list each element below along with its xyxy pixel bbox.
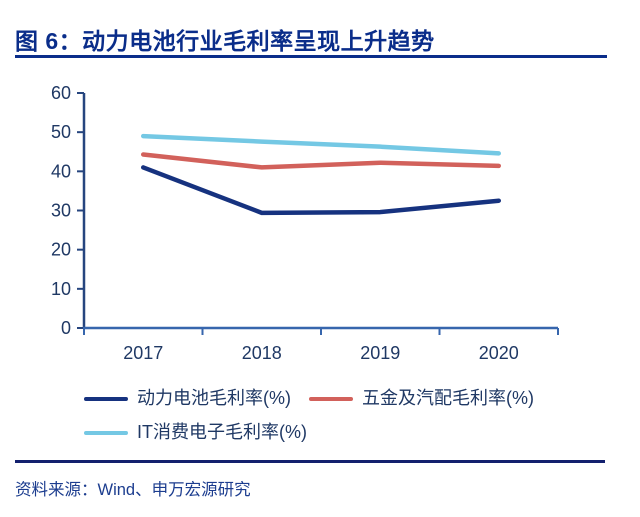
legend-item-it-consumer: IT消费电子毛利率(%) — [84, 420, 307, 445]
svg-text:30: 30 — [51, 201, 71, 221]
legend-swatch-power-battery — [84, 396, 128, 401]
svg-text:0: 0 — [61, 318, 71, 338]
legend-label-power-battery: 动力电池毛利率(%) — [137, 388, 291, 408]
legend-label-it-consumer: IT消费电子毛利率(%) — [137, 422, 307, 442]
legend-row-2: IT消费电子毛利率(%) — [84, 420, 604, 445]
svg-text:2019: 2019 — [360, 343, 400, 363]
chart-legend: 动力电池毛利率(%) 五金及汽配毛利率(%) IT消费电子毛利率(%) — [84, 386, 604, 445]
legend-item-power-battery: 动力电池毛利率(%) — [84, 386, 291, 411]
footer-divider — [15, 460, 605, 463]
legend-label-hardware-auto: 五金及汽配毛利率(%) — [362, 388, 534, 408]
svg-text:60: 60 — [51, 83, 71, 103]
legend-swatch-hardware-auto — [309, 396, 353, 401]
svg-text:2017: 2017 — [123, 343, 163, 363]
svg-text:10: 10 — [51, 279, 71, 299]
svg-text:2020: 2020 — [479, 343, 519, 363]
svg-text:2018: 2018 — [242, 343, 282, 363]
legend-item-hardware-auto: 五金及汽配毛利率(%) — [309, 386, 534, 411]
legend-row-1: 动力电池毛利率(%) 五金及汽配毛利率(%) — [84, 386, 604, 411]
figure-title: 图 6：动力电池行业毛利率呈现上升趋势 — [15, 28, 435, 54]
svg-text:50: 50 — [51, 122, 71, 142]
line-chart: 0 10 20 30 40 50 60 2017 2018 2019 2020 — [51, 83, 559, 363]
title-underline — [15, 55, 607, 58]
svg-text:40: 40 — [51, 161, 71, 181]
svg-text:20: 20 — [51, 240, 71, 260]
legend-swatch-it-consumer — [84, 430, 128, 435]
source-note: 资料来源：Wind、申万宏源研究 — [15, 481, 251, 499]
